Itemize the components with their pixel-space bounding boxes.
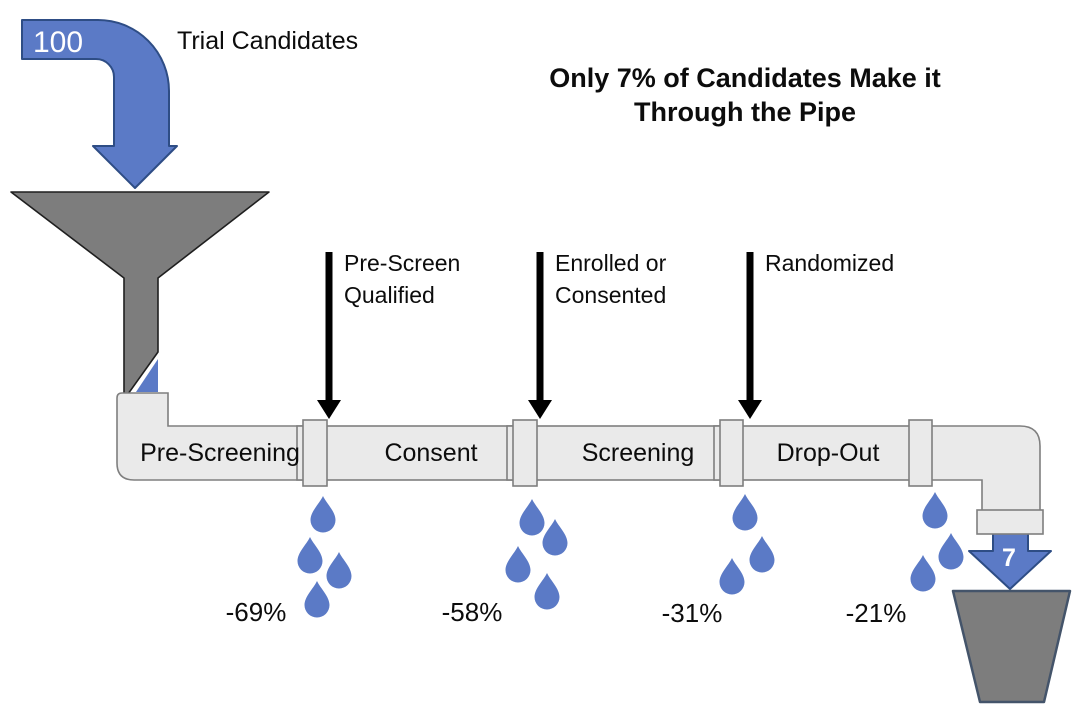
checkpoint-arrow-icon (325, 252, 333, 402)
pipe-label-screening: Screening (582, 439, 695, 467)
intake-funnel-icon (10, 191, 270, 395)
checkpoint-label: Pre-Screen (344, 250, 460, 276)
drip-cluster-drop-out (910, 492, 964, 592)
pipe-elbow-icon (925, 425, 1041, 512)
pipe-coupling-icon (512, 419, 538, 487)
loss-pct-screening: -31% (662, 598, 723, 628)
checkpoint-arrowhead-icon (738, 400, 762, 419)
checkpoint-label: Enrolled or (555, 250, 667, 276)
pipe-coupling-icon (719, 419, 744, 487)
loss-pct-pre-screening: -69% (226, 597, 287, 627)
collection-bucket-icon (951, 589, 1072, 704)
water-drop-icon (542, 519, 568, 556)
diagram-title-line2: Through the Pipe (634, 97, 856, 127)
water-drop-icon (922, 492, 948, 529)
pipe-label-consent: Consent (384, 439, 477, 467)
water-drop-icon (910, 555, 936, 592)
funnel-liquid-icon (136, 359, 158, 392)
inflow-count: 100 (33, 26, 83, 59)
checkpoint-arrows (317, 252, 762, 419)
checkpoint-label: Randomized (765, 250, 894, 276)
pipe-segment-screening (506, 425, 732, 481)
inflow-arrow-icon (21, 19, 178, 189)
water-drop-icon (297, 537, 323, 574)
pipe-segment-pre-screening (116, 392, 314, 481)
pipe-coupling-icon (302, 419, 328, 487)
water-drop-icon (310, 496, 336, 533)
water-drop-icon (304, 581, 330, 618)
water-drop-icon (534, 573, 560, 610)
drip-cluster-screening (719, 494, 775, 595)
checkpoint-arrowhead-icon (317, 400, 341, 419)
water-drop-icon (732, 494, 758, 531)
checkpoint-arrow-icon (746, 252, 754, 402)
drip-cluster-consent (505, 499, 568, 610)
water-drop-icon (519, 499, 545, 536)
water-drop-icon (938, 533, 964, 570)
water-drop-icon (719, 558, 745, 595)
loss-pct-consent: -58% (442, 597, 503, 627)
water-drop-icon (505, 546, 531, 583)
diagram-title-line1: Only 7% of Candidates Make it (549, 63, 941, 93)
checkpoint-arrowhead-icon (528, 400, 552, 419)
inflow-label: Trial Candidates (177, 27, 358, 55)
loss-pct-drop-out: -21% (846, 598, 907, 628)
water-drop-icon (749, 536, 775, 573)
checkpoint-label: Consented (555, 282, 666, 308)
checkpoint-arrow-icon (536, 252, 544, 402)
pipe-run (116, 392, 1041, 512)
outflow-count: 7 (1002, 544, 1016, 572)
checkpoint-label: Qualified (344, 282, 435, 308)
pipe-coupling-icon (908, 419, 933, 487)
pipe-label-drop-out: Drop-Out (777, 439, 880, 467)
pipe-flange-icon (976, 509, 1044, 535)
drip-cluster-pre-screening (297, 496, 352, 618)
water-drop-icon (326, 552, 352, 589)
pipe-label-pre-screening: Pre-Screening (140, 439, 300, 467)
pipe-segment-consent (296, 425, 524, 481)
